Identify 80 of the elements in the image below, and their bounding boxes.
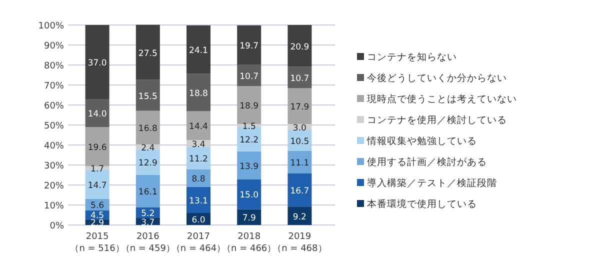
y-tick-label: 40% <box>44 142 64 152</box>
data-label: 15.5 <box>138 92 158 102</box>
y-tick-label: 20% <box>44 182 64 192</box>
data-label: 12.9 <box>138 158 158 169</box>
data-label: 24.1 <box>189 46 208 56</box>
bar <box>186 169 210 187</box>
data-label: 13.9 <box>240 162 259 172</box>
data-label: 11.1 <box>290 158 310 169</box>
bar <box>85 25 110 99</box>
data-label: 10.7 <box>290 74 310 84</box>
bar <box>288 151 312 174</box>
data-label: 27.5 <box>138 48 158 59</box>
bar <box>288 88 312 124</box>
data-label: 7.9 <box>242 214 256 224</box>
data-label: 3.0 <box>292 124 306 134</box>
bar <box>186 111 210 140</box>
data-label: 17.9 <box>290 102 310 113</box>
data-label: 5.2 <box>141 208 155 219</box>
data-label: 13.1 <box>189 196 208 206</box>
bar <box>237 179 262 210</box>
y-tick-label: 0% <box>50 222 64 232</box>
bar <box>186 25 210 74</box>
legend-label: 導入構築／テスト／検証段階 <box>367 177 497 189</box>
bar <box>136 175 160 208</box>
bar <box>136 80 160 111</box>
y-tick-label: 100% <box>38 22 64 32</box>
legend-label: 情報収集や勉強している <box>366 135 477 147</box>
bar <box>136 24 160 80</box>
bar <box>237 209 262 225</box>
y-tick-label: 90% <box>44 42 64 52</box>
bar <box>288 25 312 67</box>
data-label: 18.9 <box>240 102 259 112</box>
data-label: 15.0 <box>240 190 259 201</box>
data-label: 2.4 <box>141 143 155 154</box>
bar <box>136 149 160 175</box>
y-tick-label: 50% <box>44 122 64 132</box>
bar <box>85 99 110 127</box>
data-label: 8.8 <box>192 174 206 184</box>
legend-label: コンテナを知らない <box>367 51 457 63</box>
legend-label: 今後どうしていくか分からない <box>367 72 507 84</box>
data-label: 1.7 <box>90 164 104 174</box>
data-label: 3.4 <box>192 140 206 150</box>
data-label: 9.2 <box>292 212 306 222</box>
bar <box>237 86 262 124</box>
data-label: 5.6 <box>90 201 104 212</box>
legend-label: 現時点で使うことは考えていない <box>367 93 517 105</box>
data-label: 20.9 <box>290 42 310 52</box>
data-label: 19.6 <box>88 143 107 154</box>
bar <box>288 206 312 225</box>
y-tick-label: 80% <box>44 62 64 72</box>
y-tick-label: 70% <box>44 82 64 92</box>
data-label: 14.4 <box>189 122 208 132</box>
legend-label: 使用する計画／検討がある <box>367 156 487 168</box>
bar <box>288 173 312 207</box>
data-label: 10.7 <box>240 72 259 82</box>
data-label: 11.2 <box>189 154 208 164</box>
data-label: 16.1 <box>138 188 158 198</box>
y-tick-label: 10% <box>44 202 64 212</box>
bar <box>85 127 110 166</box>
bar <box>237 151 262 180</box>
bar <box>237 25 262 65</box>
data-label: 12.2 <box>240 136 259 146</box>
data-label: 14.7 <box>88 180 107 191</box>
data-label: 16.8 <box>138 124 158 134</box>
data-label: 10.5 <box>290 137 310 147</box>
legend-label: 本番環境で使用している <box>367 198 477 210</box>
bar <box>186 186 210 213</box>
bar <box>85 170 110 199</box>
y-tick-label: 60% <box>44 102 64 112</box>
bar <box>186 74 210 112</box>
data-label: 16.7 <box>290 186 310 196</box>
bar <box>136 110 160 144</box>
y-tick-label: 30% <box>44 162 64 172</box>
data-label: 18.8 <box>189 88 208 99</box>
data-label: 37.0 <box>88 58 107 68</box>
data-label: 6.0 <box>192 216 206 226</box>
legend-label: コンテナを使用／検討している <box>367 114 507 126</box>
data-label: 1.5 <box>242 122 256 132</box>
data-label: 14.0 <box>88 110 107 120</box>
data-label: 19.7 <box>240 42 259 52</box>
